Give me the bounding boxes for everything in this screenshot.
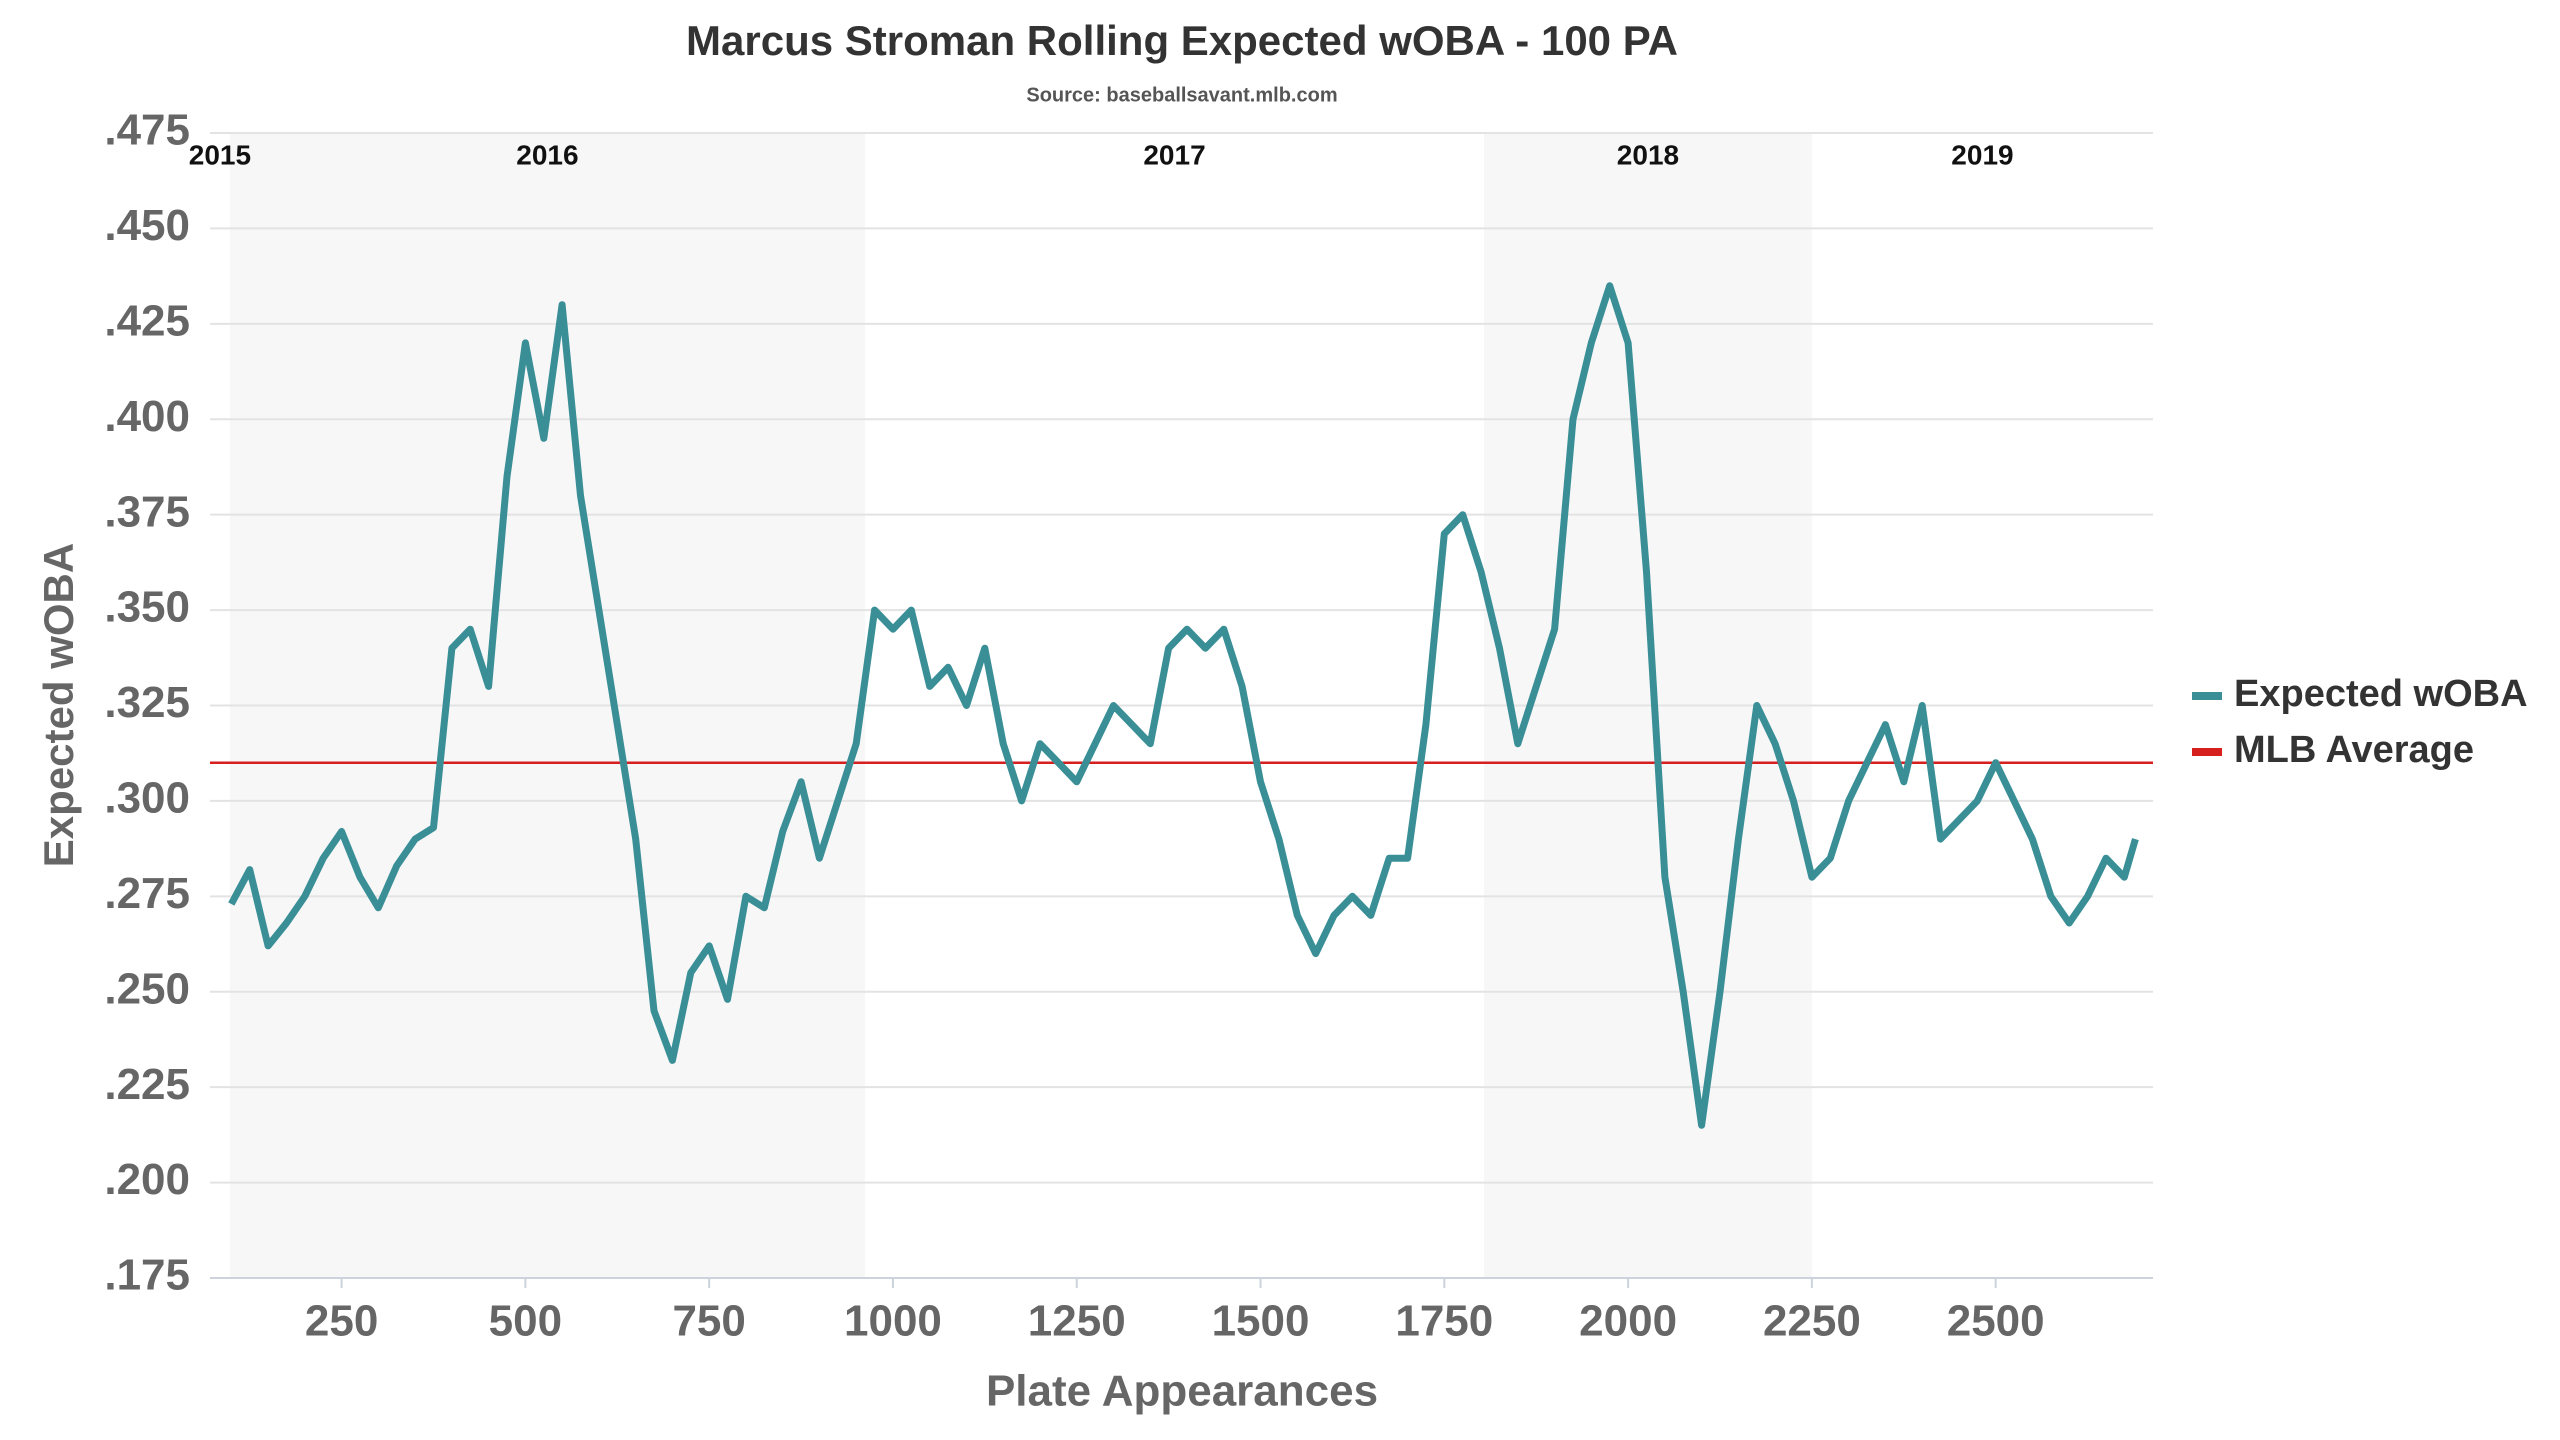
x-tick-label: 750 (672, 1297, 745, 1346)
season-label: 2016 (516, 139, 578, 170)
y-tick-label: .175 (104, 1251, 190, 1300)
x-tick-label: 1750 (1395, 1297, 1493, 1346)
legend-label: MLB Average (2234, 729, 2474, 771)
y-tick-label: .300 (104, 774, 190, 823)
y-tick-label: .375 (104, 487, 190, 536)
season-label: 2019 (1951, 139, 2013, 170)
legend-label: Expected wOBA (2234, 673, 2528, 715)
chart-title: Marcus Stroman Rolling Expected wOBA - 1… (686, 17, 1678, 64)
season-label: 2017 (1143, 139, 1205, 170)
y-tick-label: .200 (104, 1155, 190, 1204)
y-tick-label: .225 (104, 1060, 190, 1109)
x-axis-label: Plate Appearances (986, 1367, 1378, 1416)
x-tick-label: 1500 (1212, 1297, 1310, 1346)
x-tick-label: 500 (489, 1297, 562, 1346)
chart-subtitle: Source: baseballsavant.mlb.com (1026, 84, 1337, 106)
x-tick-label: 2000 (1579, 1297, 1677, 1346)
y-tick-label: .475 (104, 106, 190, 155)
y-tick-label: .450 (104, 201, 190, 250)
y-tick-label: .325 (104, 678, 190, 727)
y-tick-label: .275 (104, 869, 190, 918)
season-label: 2018 (1617, 139, 1679, 170)
season-label: 2015 (189, 139, 251, 170)
x-tick-label: 250 (305, 1297, 378, 1346)
x-tick-label: 2250 (1763, 1297, 1861, 1346)
x-tick-label: 1000 (844, 1297, 942, 1346)
y-axis-label: Expected wOBA (35, 543, 82, 867)
y-tick-label: .350 (104, 583, 190, 632)
x-tick-label: 1250 (1028, 1297, 1126, 1346)
y-tick-label: .400 (104, 392, 190, 441)
x-tick-label: 2500 (1947, 1297, 2045, 1346)
series-line (228, 282, 2139, 1129)
y-tick-label: .250 (104, 964, 190, 1013)
y-tick-label: .425 (104, 296, 190, 345)
